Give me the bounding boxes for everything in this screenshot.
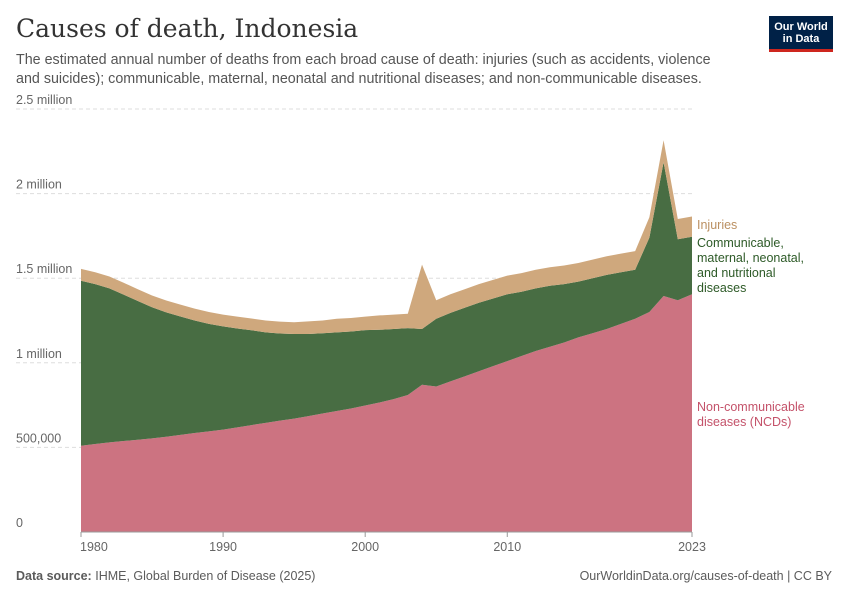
x-tick-label: 1990 [209, 540, 237, 554]
series-label: diseases [697, 281, 746, 295]
area-series-1 [81, 162, 692, 446]
y-tick-label: 2 million [16, 178, 62, 192]
source-link[interactable]: OurWorldinData.org/causes-of-death | CC … [579, 569, 832, 583]
page-title: Causes of death, Indonesia [16, 14, 359, 43]
data-source-label: Data source: [16, 569, 92, 583]
y-tick-label: 2.5 million [16, 93, 72, 107]
x-tick-label: 2000 [351, 540, 379, 554]
data-source-text: IHME, Global Burden of Disease (2025) [95, 569, 316, 583]
area-series-0 [81, 294, 692, 532]
series-label: and nutritional [697, 266, 776, 280]
owid-logo[interactable]: Our World in Data [769, 16, 833, 52]
logo-line-2: in Data [782, 33, 820, 45]
y-tick-label: 500,000 [16, 431, 61, 445]
y-tick-label: 1.5 million [16, 262, 72, 276]
stacked-area-chart: 0 500,000 1 million 1.5 million 2 million 2.5… [16, 93, 805, 554]
series-label: Non-communicable [697, 400, 805, 414]
series-label: diseases (NCDs) [697, 415, 791, 429]
series-label: maternal, neonatal, [697, 251, 804, 265]
y-tick-label: 0 [16, 516, 23, 530]
chart-subtitle: The estimated annual number of deaths fr… [16, 52, 711, 87]
series-label: Communicable, [697, 236, 784, 250]
area-series-2 [81, 140, 692, 335]
x-tick-label: 2023 [678, 540, 706, 554]
x-tick-label: 1980 [80, 540, 108, 554]
y-tick-label: 1 million [16, 347, 62, 361]
logo-line-1: Our World [774, 21, 828, 33]
data-source: Data source: IHME, Global Burden of Dise… [16, 569, 315, 583]
x-tick-label: 2010 [493, 540, 521, 554]
series-label: Injuries [697, 218, 737, 232]
